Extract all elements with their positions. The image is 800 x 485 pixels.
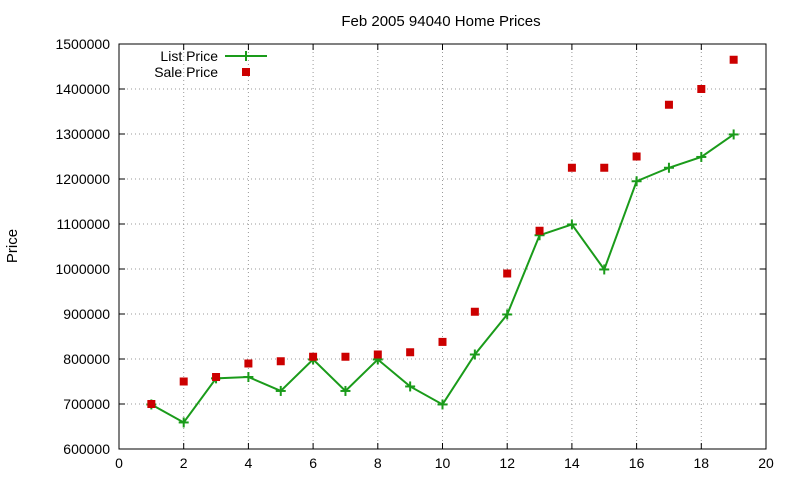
- list-price-point: [405, 381, 416, 392]
- series-sale-price: [147, 55, 738, 408]
- legend-label: List Price: [160, 48, 218, 64]
- x-tick-label: 4: [245, 455, 253, 471]
- sale-price-point: [212, 373, 221, 381]
- x-tick-label: 12: [499, 455, 515, 471]
- y-axis-label: Price: [4, 229, 21, 263]
- list-price-point: [696, 151, 707, 162]
- sale-price-point: [406, 348, 415, 357]
- legend-swatch-marker: [241, 51, 251, 61]
- axis-ticks: 0 2 4 6 8 10 12 14 16 18 20 600000 700000 800000 90000…: [55, 36, 774, 471]
- sale-price-point: [567, 163, 576, 172]
- list-price-point: [566, 219, 577, 230]
- list-price-point: [437, 399, 448, 410]
- chart-title: Feb 2005 94040 Home Prices: [341, 13, 540, 30]
- list-price-point: [728, 129, 739, 140]
- x-tick-label: 14: [564, 455, 580, 471]
- y-tick-label: 800000: [63, 351, 110, 367]
- list-price-point: [663, 162, 674, 173]
- list-price-point: [502, 309, 513, 320]
- series: [146, 55, 739, 428]
- list-price-point: [631, 176, 642, 187]
- sale-price-point: [600, 163, 609, 172]
- list-price-point: [275, 385, 286, 396]
- x-tick-label: 0: [115, 455, 123, 471]
- sale-price-point: [276, 357, 285, 366]
- sale-price-point: [179, 377, 188, 386]
- x-tick-label: 18: [694, 455, 710, 471]
- y-tick-label: 600000: [63, 441, 110, 457]
- list-price-point: [469, 349, 480, 360]
- x-tick-label: 10: [435, 455, 451, 471]
- sale-price-point: [341, 352, 350, 361]
- legend-item-list-price: List Price: [160, 48, 267, 64]
- x-tick-label: 6: [309, 455, 317, 471]
- x-tick-label: 20: [758, 455, 774, 471]
- sale-price-point: [244, 359, 253, 368]
- x-tick-label: 2: [180, 455, 188, 471]
- legend-item-sale-price: Sale Price: [154, 64, 250, 80]
- y-tick-label: 700000: [63, 396, 110, 412]
- x-tick-label: 8: [374, 455, 382, 471]
- legend-label: Sale Price: [154, 64, 218, 80]
- list-price-point: [599, 264, 610, 275]
- sale-price-point: [438, 337, 447, 346]
- series-list-price: [146, 129, 739, 428]
- y-tick-label: 1000000: [55, 261, 110, 277]
- sale-price-point: [470, 307, 479, 316]
- list-price-point: [178, 417, 189, 428]
- y-tick-label: 1500000: [55, 36, 110, 52]
- list-price-point: [340, 385, 351, 396]
- y-tick-label: 1300000: [55, 126, 110, 142]
- sale-price-point: [373, 350, 382, 359]
- list-price-point: [243, 372, 254, 382]
- sale-price-point: [729, 55, 738, 64]
- list-price-line: [150, 133, 735, 424]
- legend-swatch-marker: [242, 68, 250, 76]
- sale-price-point: [503, 269, 512, 278]
- sale-price-point: [309, 352, 318, 361]
- sale-price-point: [697, 85, 706, 93]
- y-tick-label: 1400000: [55, 81, 110, 97]
- sale-price-point: [535, 226, 544, 235]
- y-tick-label: 1100000: [57, 216, 111, 232]
- sale-price-point: [632, 152, 641, 161]
- x-tick-label: 16: [629, 455, 645, 471]
- y-tick-label: 900000: [63, 306, 110, 322]
- sale-price-point: [664, 100, 673, 109]
- sale-price-point: [147, 400, 156, 408]
- y-tick-label: 1200000: [55, 171, 110, 187]
